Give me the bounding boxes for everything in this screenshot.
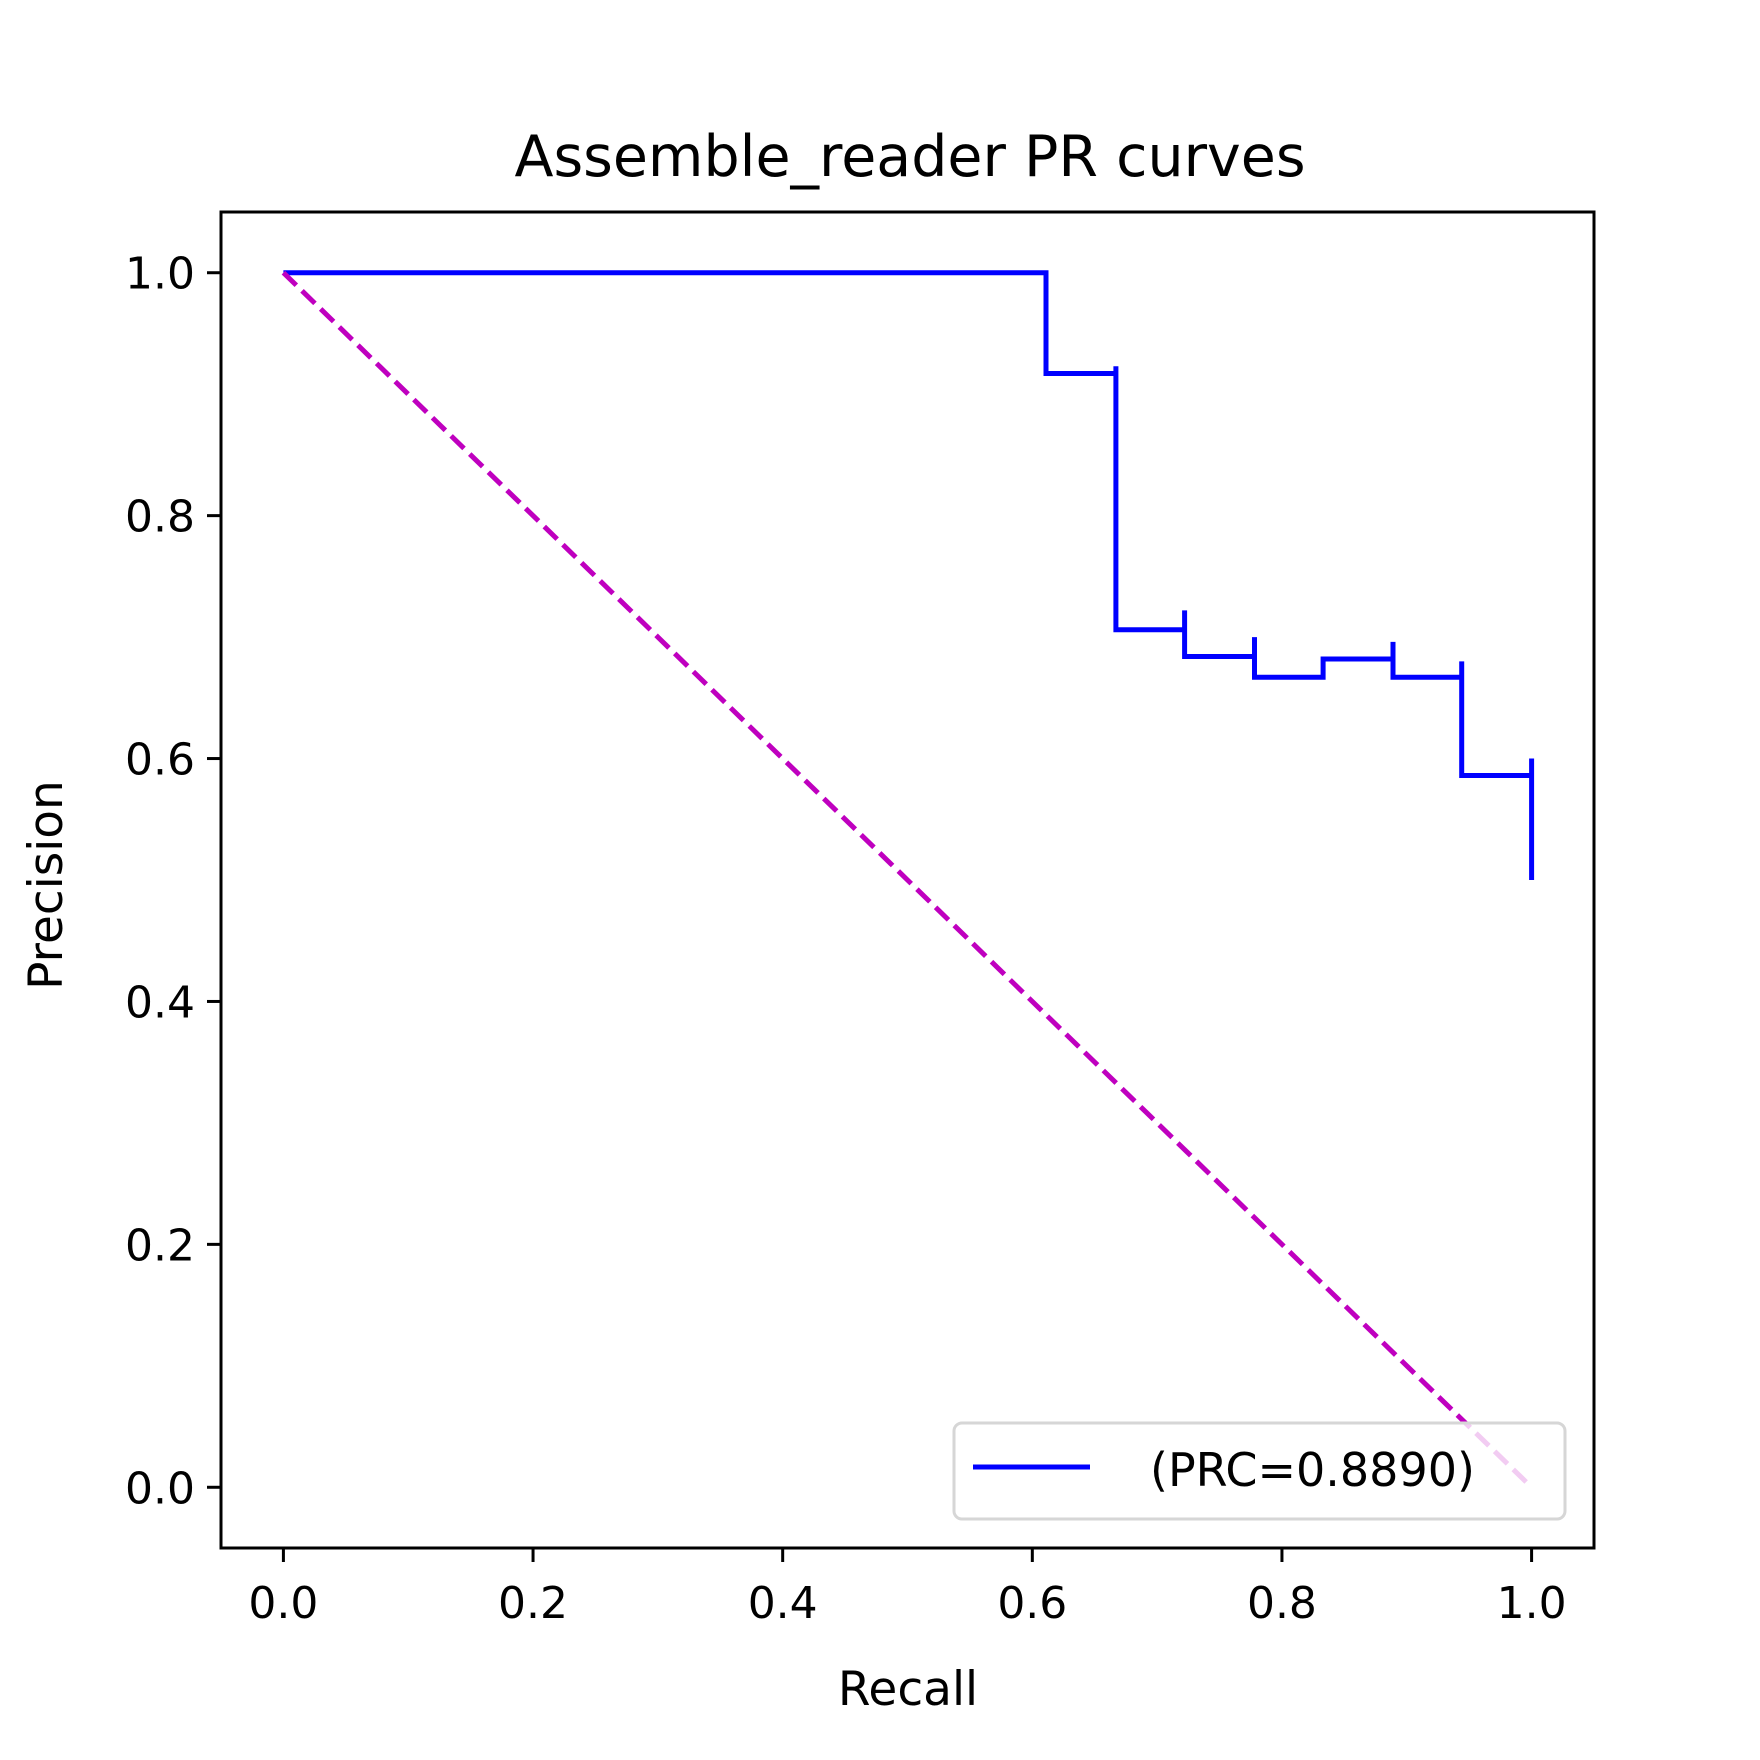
y-tick-label: 0.2 [125, 1220, 195, 1271]
x-tick-label: 0.0 [248, 1578, 318, 1629]
legend-label-series: (PRC=0.8890) [1150, 1443, 1475, 1497]
y-tick-label: 0.0 [125, 1463, 195, 1514]
x-tick-label: 0.6 [997, 1578, 1067, 1629]
legend-box [952, 1421, 1567, 1521]
y-tick-label: 0.8 [125, 492, 195, 543]
legend: (PRC=0.8890) [952, 1421, 1567, 1521]
y-axis-label: Precision [19, 780, 74, 990]
x-tick-label: 0.4 [748, 1578, 818, 1629]
x-axis: 0.0 0.2 0.4 0.6 0.8 1.0 [248, 1548, 1567, 1629]
y-tick-label: 1.0 [125, 249, 195, 300]
x-tick-label: 0.8 [1247, 1578, 1317, 1629]
y-tick-label: 0.6 [125, 735, 195, 786]
x-tick-label: 0.2 [498, 1578, 568, 1629]
series-line-0 [283, 270, 1535, 880]
series-line-1 [281, 270, 1534, 1490]
plot-area [281, 270, 1535, 1490]
x-axis-label: Recall [838, 1662, 978, 1717]
axes-frame [219, 210, 1596, 1550]
x-tick-label: 1.0 [1497, 1578, 1567, 1629]
chart-title: Assemble_reader PR curves [514, 124, 1305, 190]
y-tick-label: 0.4 [125, 977, 195, 1028]
y-axis: 0.0 0.2 0.4 0.6 0.8 1.0 [125, 249, 221, 1514]
